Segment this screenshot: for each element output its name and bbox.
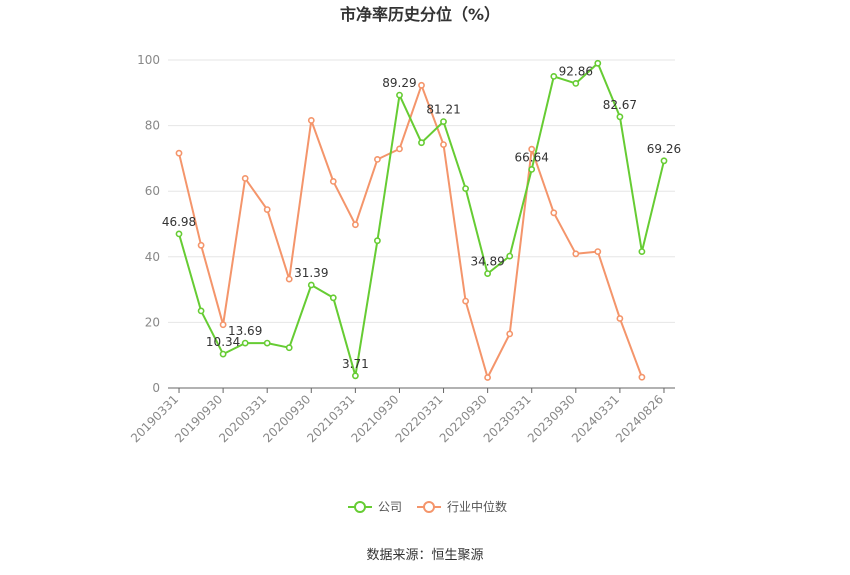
data-point[interactable] [175, 149, 183, 157]
data-label: 89.29 [382, 76, 416, 90]
data-point[interactable] [175, 230, 183, 238]
data-point[interactable] [484, 374, 491, 381]
y-tick-label: 60 [145, 184, 160, 198]
legend-item-1[interactable]: 行业中位数 [417, 499, 507, 514]
data-label: 31.39 [294, 266, 328, 280]
data-point[interactable] [373, 155, 381, 163]
axes: 0204060801002019033120190930202003312020… [128, 53, 675, 445]
series-layer [175, 59, 668, 381]
y-tick-label: 80 [145, 119, 160, 133]
data-point[interactable] [197, 307, 205, 315]
legend-label: 行业中位数 [447, 499, 507, 514]
data-point[interactable] [440, 141, 447, 148]
legend-label: 公司 [378, 500, 402, 514]
data-point[interactable] [329, 294, 337, 302]
data-point[interactable] [373, 237, 381, 245]
data-label: 46.98 [162, 215, 196, 229]
data-point[interactable] [638, 248, 646, 255]
data-point[interactable] [329, 177, 337, 185]
data-point[interactable] [550, 209, 558, 217]
data-label: 10.34 [206, 335, 240, 349]
data-point[interactable] [285, 344, 293, 352]
data-label: 66.64 [515, 150, 549, 164]
chart-title: 市净率历史分位（%） [340, 5, 500, 24]
data-point[interactable] [263, 339, 271, 347]
data-point[interactable] [396, 145, 403, 153]
data-point[interactable] [462, 297, 469, 305]
data-point[interactable] [660, 157, 668, 165]
data-point[interactable] [197, 241, 205, 249]
data-point[interactable] [241, 174, 249, 182]
data-point[interactable] [241, 339, 249, 347]
legend-item-0[interactable]: 公司 [348, 500, 402, 514]
data-point[interactable] [506, 330, 514, 338]
data-label: 69.26 [647, 142, 681, 156]
data-point[interactable] [418, 139, 425, 147]
data-point[interactable] [572, 80, 580, 87]
data-point[interactable] [396, 91, 403, 99]
y-tick-label: 20 [145, 315, 160, 329]
data-point[interactable] [594, 248, 602, 255]
data-point[interactable] [528, 165, 536, 173]
data-point[interactable] [219, 350, 227, 358]
data-point[interactable] [307, 117, 315, 124]
y-tick-label: 40 [145, 250, 160, 264]
legend[interactable]: 公司 行业中位数 [348, 499, 507, 514]
data-point[interactable] [594, 59, 602, 67]
source-text: 数据来源：恒生聚源 [366, 548, 483, 563]
legend-marker [423, 501, 435, 513]
data-point[interactable] [462, 185, 469, 192]
y-tick-label: 0 [152, 381, 160, 395]
data-point[interactable] [418, 81, 425, 89]
data-point[interactable] [307, 281, 315, 289]
data-label: 13.69 [228, 324, 262, 338]
legend-marker [354, 501, 366, 513]
data-point[interactable] [616, 315, 624, 322]
data-label: 81.21 [426, 103, 460, 117]
data-point[interactable] [528, 145, 536, 153]
data-point[interactable] [572, 250, 580, 258]
data-label: 3.71 [342, 357, 369, 371]
x-tick-label: 20240826 [613, 392, 666, 445]
data-point[interactable] [506, 252, 514, 260]
data-point[interactable] [285, 275, 293, 283]
data-point[interactable] [550, 73, 558, 80]
data-point[interactable] [263, 206, 271, 213]
data-point[interactable] [484, 270, 491, 277]
y-tick-label: 100 [137, 53, 160, 67]
data-point[interactable] [351, 372, 359, 380]
data-label: 82.67 [603, 98, 637, 112]
grid [168, 59, 675, 323]
data-point[interactable] [616, 113, 624, 121]
data-label: 92.86 [559, 64, 593, 78]
data-point[interactable] [219, 321, 227, 329]
data-point[interactable] [351, 221, 359, 229]
data-point[interactable] [440, 118, 447, 125]
data-point[interactable] [638, 373, 646, 381]
data-label: 34.89 [470, 255, 504, 269]
